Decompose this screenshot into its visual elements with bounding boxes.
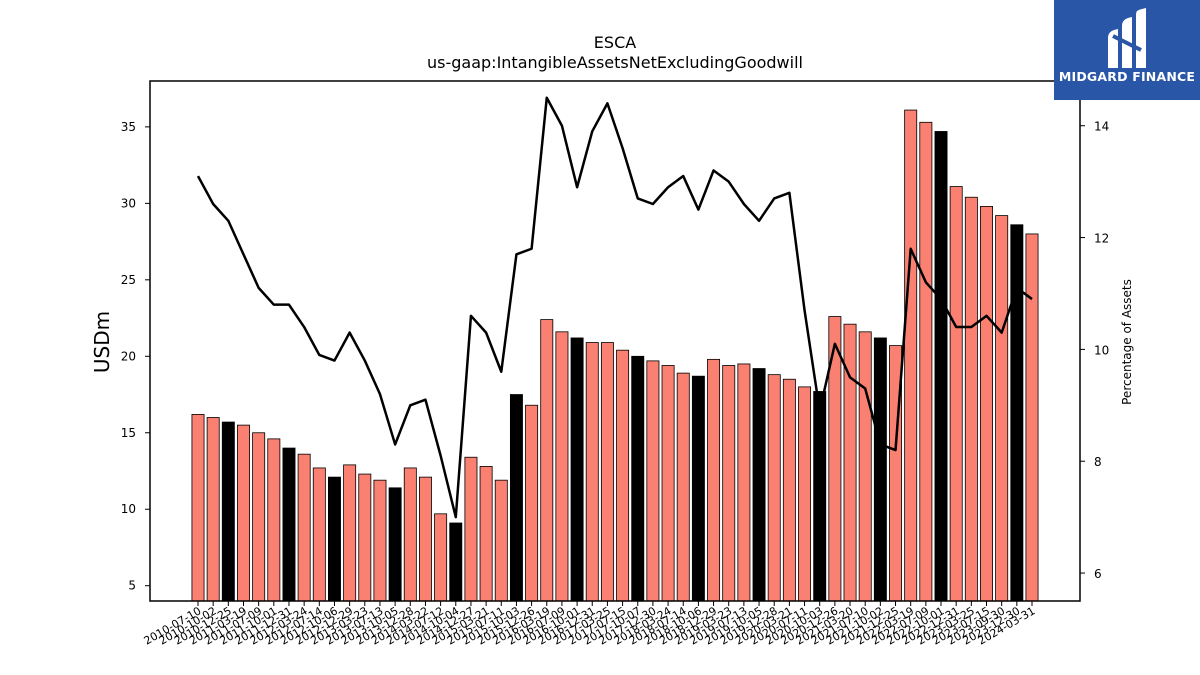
bar	[873, 337, 887, 602]
bar	[767, 374, 781, 602]
y-right-tick-label: 14	[1094, 120, 1109, 134]
y-right-tick-label: 6	[1094, 567, 1102, 581]
bar	[585, 342, 599, 602]
bar	[494, 479, 508, 602]
bar	[1025, 233, 1039, 602]
bar	[373, 479, 387, 602]
plot-frame	[149, 80, 1081, 602]
bar	[798, 386, 812, 602]
bar	[964, 196, 978, 602]
bar	[525, 404, 539, 602]
bar	[509, 394, 523, 602]
bar	[206, 417, 220, 602]
bar	[934, 131, 948, 602]
y-tick-label: 30	[121, 196, 136, 210]
bar	[479, 466, 493, 602]
bar	[570, 337, 584, 602]
y-tick-label: 15	[121, 426, 136, 440]
bar	[343, 464, 357, 602]
bar	[237, 424, 250, 602]
bar	[449, 522, 463, 602]
bar	[995, 215, 1009, 602]
bar	[252, 432, 266, 602]
bar	[616, 349, 630, 602]
bar	[434, 513, 448, 602]
bar	[813, 391, 827, 602]
bar	[707, 358, 721, 602]
chart-subtitle: us-gaap:IntangibleAssetsNetExcludingGood…	[427, 53, 803, 72]
bar	[540, 319, 554, 602]
bar	[221, 421, 235, 602]
axes: 5101520253035681012142010-07-102010-10-0…	[121, 80, 1109, 648]
bar	[980, 206, 993, 602]
bar	[403, 467, 417, 602]
y-tick-label: 25	[121, 273, 136, 287]
logo-text: MIDGARD FINANCE	[1058, 69, 1196, 84]
y-tick-label: 5	[128, 579, 136, 593]
bar	[752, 368, 766, 602]
bar	[782, 378, 796, 602]
bar	[600, 342, 614, 602]
y-right-tick-label: 8	[1094, 455, 1102, 469]
y-right-tick-label: 12	[1094, 232, 1109, 246]
bar	[691, 375, 705, 602]
bar	[737, 363, 751, 602]
bar	[904, 109, 918, 602]
bar	[464, 456, 478, 602]
bar	[858, 331, 872, 602]
bar	[631, 355, 645, 602]
bar	[1010, 224, 1024, 602]
y-tick-label: 20	[121, 349, 136, 363]
bar	[722, 365, 736, 602]
chart-title: ESCA	[594, 33, 636, 52]
bar	[328, 476, 341, 602]
bar	[312, 467, 326, 602]
bar	[358, 473, 372, 602]
bar	[661, 365, 675, 602]
bar	[949, 186, 963, 602]
bar	[646, 360, 660, 602]
midgard-finance-logo: MIDGARD FINANCE	[1054, 0, 1200, 100]
bar	[555, 331, 569, 602]
percentage-line	[196, 96, 1033, 519]
line-series	[196, 96, 1033, 519]
bar	[282, 447, 296, 602]
y-axis-right-label: Percentage of Assets	[1120, 279, 1134, 405]
y-tick-label: 10	[121, 502, 136, 516]
bar	[919, 121, 933, 602]
y-tick-label: 35	[121, 120, 136, 134]
y-right-tick-label: 10	[1094, 343, 1109, 357]
bar	[191, 414, 205, 602]
bar	[418, 476, 432, 602]
bar	[267, 438, 281, 602]
bar	[297, 453, 311, 602]
bar	[388, 487, 402, 602]
bar	[676, 372, 690, 602]
y-axis-label: USDm	[90, 311, 114, 373]
midgard-logo-icon	[1108, 8, 1146, 68]
